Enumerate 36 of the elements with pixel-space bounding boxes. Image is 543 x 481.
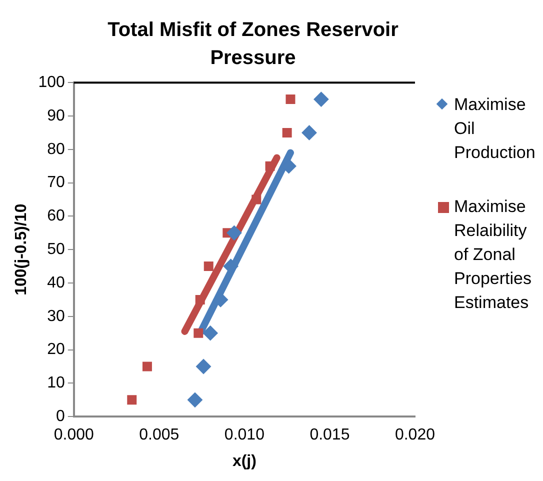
y-tick-label: 90: [47, 107, 65, 124]
y-tick-label: 10: [47, 374, 65, 392]
point: [226, 225, 242, 240]
point: [195, 294, 205, 304]
y-tick-label: 60: [47, 208, 65, 225]
point: [202, 326, 218, 341]
point: [204, 262, 214, 272]
x-tick-label: 0.015: [310, 426, 350, 444]
point: [252, 194, 262, 204]
y-tick-label: 50: [47, 241, 65, 258]
x-tick-label: 0.020: [394, 426, 436, 444]
point: [302, 125, 317, 140]
point: [314, 92, 329, 107]
y-tick-label: 100: [38, 74, 65, 92]
point: [187, 392, 202, 408]
y-tick-label: 30: [47, 308, 65, 325]
x-tick-label: 0.005: [139, 426, 180, 444]
point: [196, 359, 212, 374]
y-tick-label: 80: [47, 140, 65, 158]
chart-title: Total Misfit of Zones Reservoir Pressure: [106, 18, 400, 71]
point: [194, 328, 204, 338]
point: [142, 362, 152, 372]
y-tick-label: 20: [47, 341, 65, 358]
x-tick-label: 0.000: [54, 426, 94, 444]
y-tick-label: 0: [56, 408, 65, 426]
y-tick-label: 40: [47, 274, 65, 292]
point: [282, 128, 292, 138]
point: [127, 395, 137, 405]
x-tick-label: 0.010: [224, 426, 265, 444]
point: [265, 161, 275, 171]
point: [286, 94, 296, 104]
y-tick-label: 70: [47, 174, 65, 192]
legend-label: Maximise Relaibility of Zonal Properties Estimates: [454, 196, 532, 314]
y-axis-title: 100(j-0.5)/10: [13, 204, 30, 296]
x-axis-title: x(j): [232, 452, 256, 470]
legend-label: Maximise Oil Production: [454, 94, 536, 164]
